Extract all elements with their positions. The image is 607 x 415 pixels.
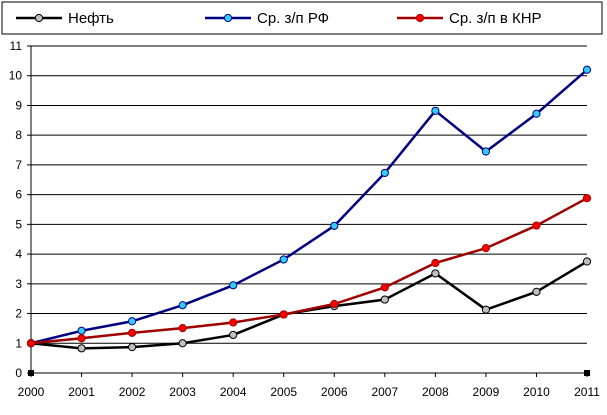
- data-point-1-9: [481, 147, 491, 156]
- data-point-2-1: [77, 334, 86, 343]
- data-point-1-2: [127, 317, 137, 326]
- x-tick-label-9: 2009: [473, 385, 500, 399]
- x-tick-label-6: 2006: [321, 385, 348, 399]
- y-tick-label-6: 6: [15, 188, 22, 202]
- x-tick-label-1: 2001: [68, 385, 95, 399]
- x-tick-label-5: 2005: [270, 385, 297, 399]
- data-point-1-11: [582, 65, 592, 74]
- data-point-1-7: [380, 168, 389, 178]
- data-point-1-8: [431, 106, 440, 115]
- y-tick-label-0: 0: [15, 366, 22, 380]
- y-tick-label-2: 2: [15, 307, 22, 321]
- x-tick-label-8: 2008: [422, 385, 449, 399]
- data-point-0-8: [431, 269, 440, 278]
- y-tick-label-7: 7: [15, 158, 22, 172]
- y-tick-label-8: 8: [15, 128, 22, 142]
- data-point-1-5: [279, 255, 288, 264]
- data-point-2-11: [582, 194, 592, 203]
- series-line-1: [30, 68, 588, 345]
- gridlines: [31, 45, 587, 344]
- data-point-0-7: [380, 295, 389, 304]
- x-tick-label-4: 2004: [220, 385, 247, 399]
- y-tick-label-5: 5: [15, 217, 22, 231]
- x-axis-ticks: 2000 2001 2002 2003 2004 2005 2006 2007 2008 2009…: [18, 373, 600, 399]
- y-tick-label-4: 4: [15, 247, 22, 261]
- data-point-0-4: [229, 330, 238, 340]
- x-tick-label-2: 2002: [119, 385, 146, 399]
- x-tick-label-11: 2011: [574, 385, 600, 399]
- data-point-0-2: [127, 343, 137, 352]
- x-tick-label-10: 2010: [523, 385, 550, 399]
- series-0: [26, 257, 592, 353]
- data-point-2-9: [481, 244, 491, 253]
- data-point-2-3: [178, 324, 187, 333]
- legend-label-2: Ср. з/п в КНР: [449, 10, 542, 27]
- data-point-1-1: [77, 326, 86, 335]
- data-point-1-10: [532, 109, 541, 118]
- legend-label-0: Нефть: [68, 10, 114, 27]
- data-point-2-2: [127, 328, 137, 337]
- y-tick-label-11: 11: [10, 39, 23, 53]
- axes: [28, 46, 590, 376]
- y-tick-label-10: 10: [9, 69, 23, 83]
- data-point-1-4: [229, 281, 238, 290]
- series-1: [26, 65, 592, 348]
- y-tick-label-1: 1: [15, 336, 22, 350]
- series-layer: [26, 65, 592, 353]
- x-tick-label-0: 2000: [18, 385, 45, 399]
- y-tick-label-9: 9: [15, 98, 22, 112]
- data-point-0-11: [582, 257, 592, 266]
- data-point-2-8: [431, 258, 440, 268]
- data-point-0-3: [178, 339, 187, 348]
- y-axis-ticks: 0 1 2 3 4 5 6 7 8 9 10 11: [9, 39, 31, 380]
- data-point-0-9: [481, 305, 491, 314]
- data-point-2-4: [229, 318, 238, 327]
- series-line-2: [30, 197, 588, 345]
- legend-marker-1: [223, 13, 233, 23]
- data-point-0-1: [77, 344, 86, 353]
- legend-marker-0: [34, 13, 44, 23]
- data-point-2-7: [380, 283, 389, 292]
- x-tick-label-7: 2007: [371, 385, 398, 399]
- data-point-1-6: [330, 221, 339, 230]
- data-point-2-5: [279, 310, 288, 319]
- data-point-2-10: [532, 221, 541, 230]
- legend-box: [1, 1, 603, 35]
- data-point-1-3: [178, 301, 187, 310]
- x-tick-label-3: 2003: [169, 385, 196, 399]
- data-point-2-0: [26, 339, 36, 348]
- data-point-2-6: [330, 299, 339, 309]
- legend-label-1: Ср. з/п РФ: [257, 10, 329, 27]
- series-2: [26, 194, 592, 348]
- data-point-0-10: [532, 287, 541, 296]
- legend: Нефть Ср. з/п РФ Ср. з/п в КНР: [16, 10, 542, 27]
- legend-marker-2: [415, 13, 425, 23]
- y-tick-label-3: 3: [15, 277, 22, 291]
